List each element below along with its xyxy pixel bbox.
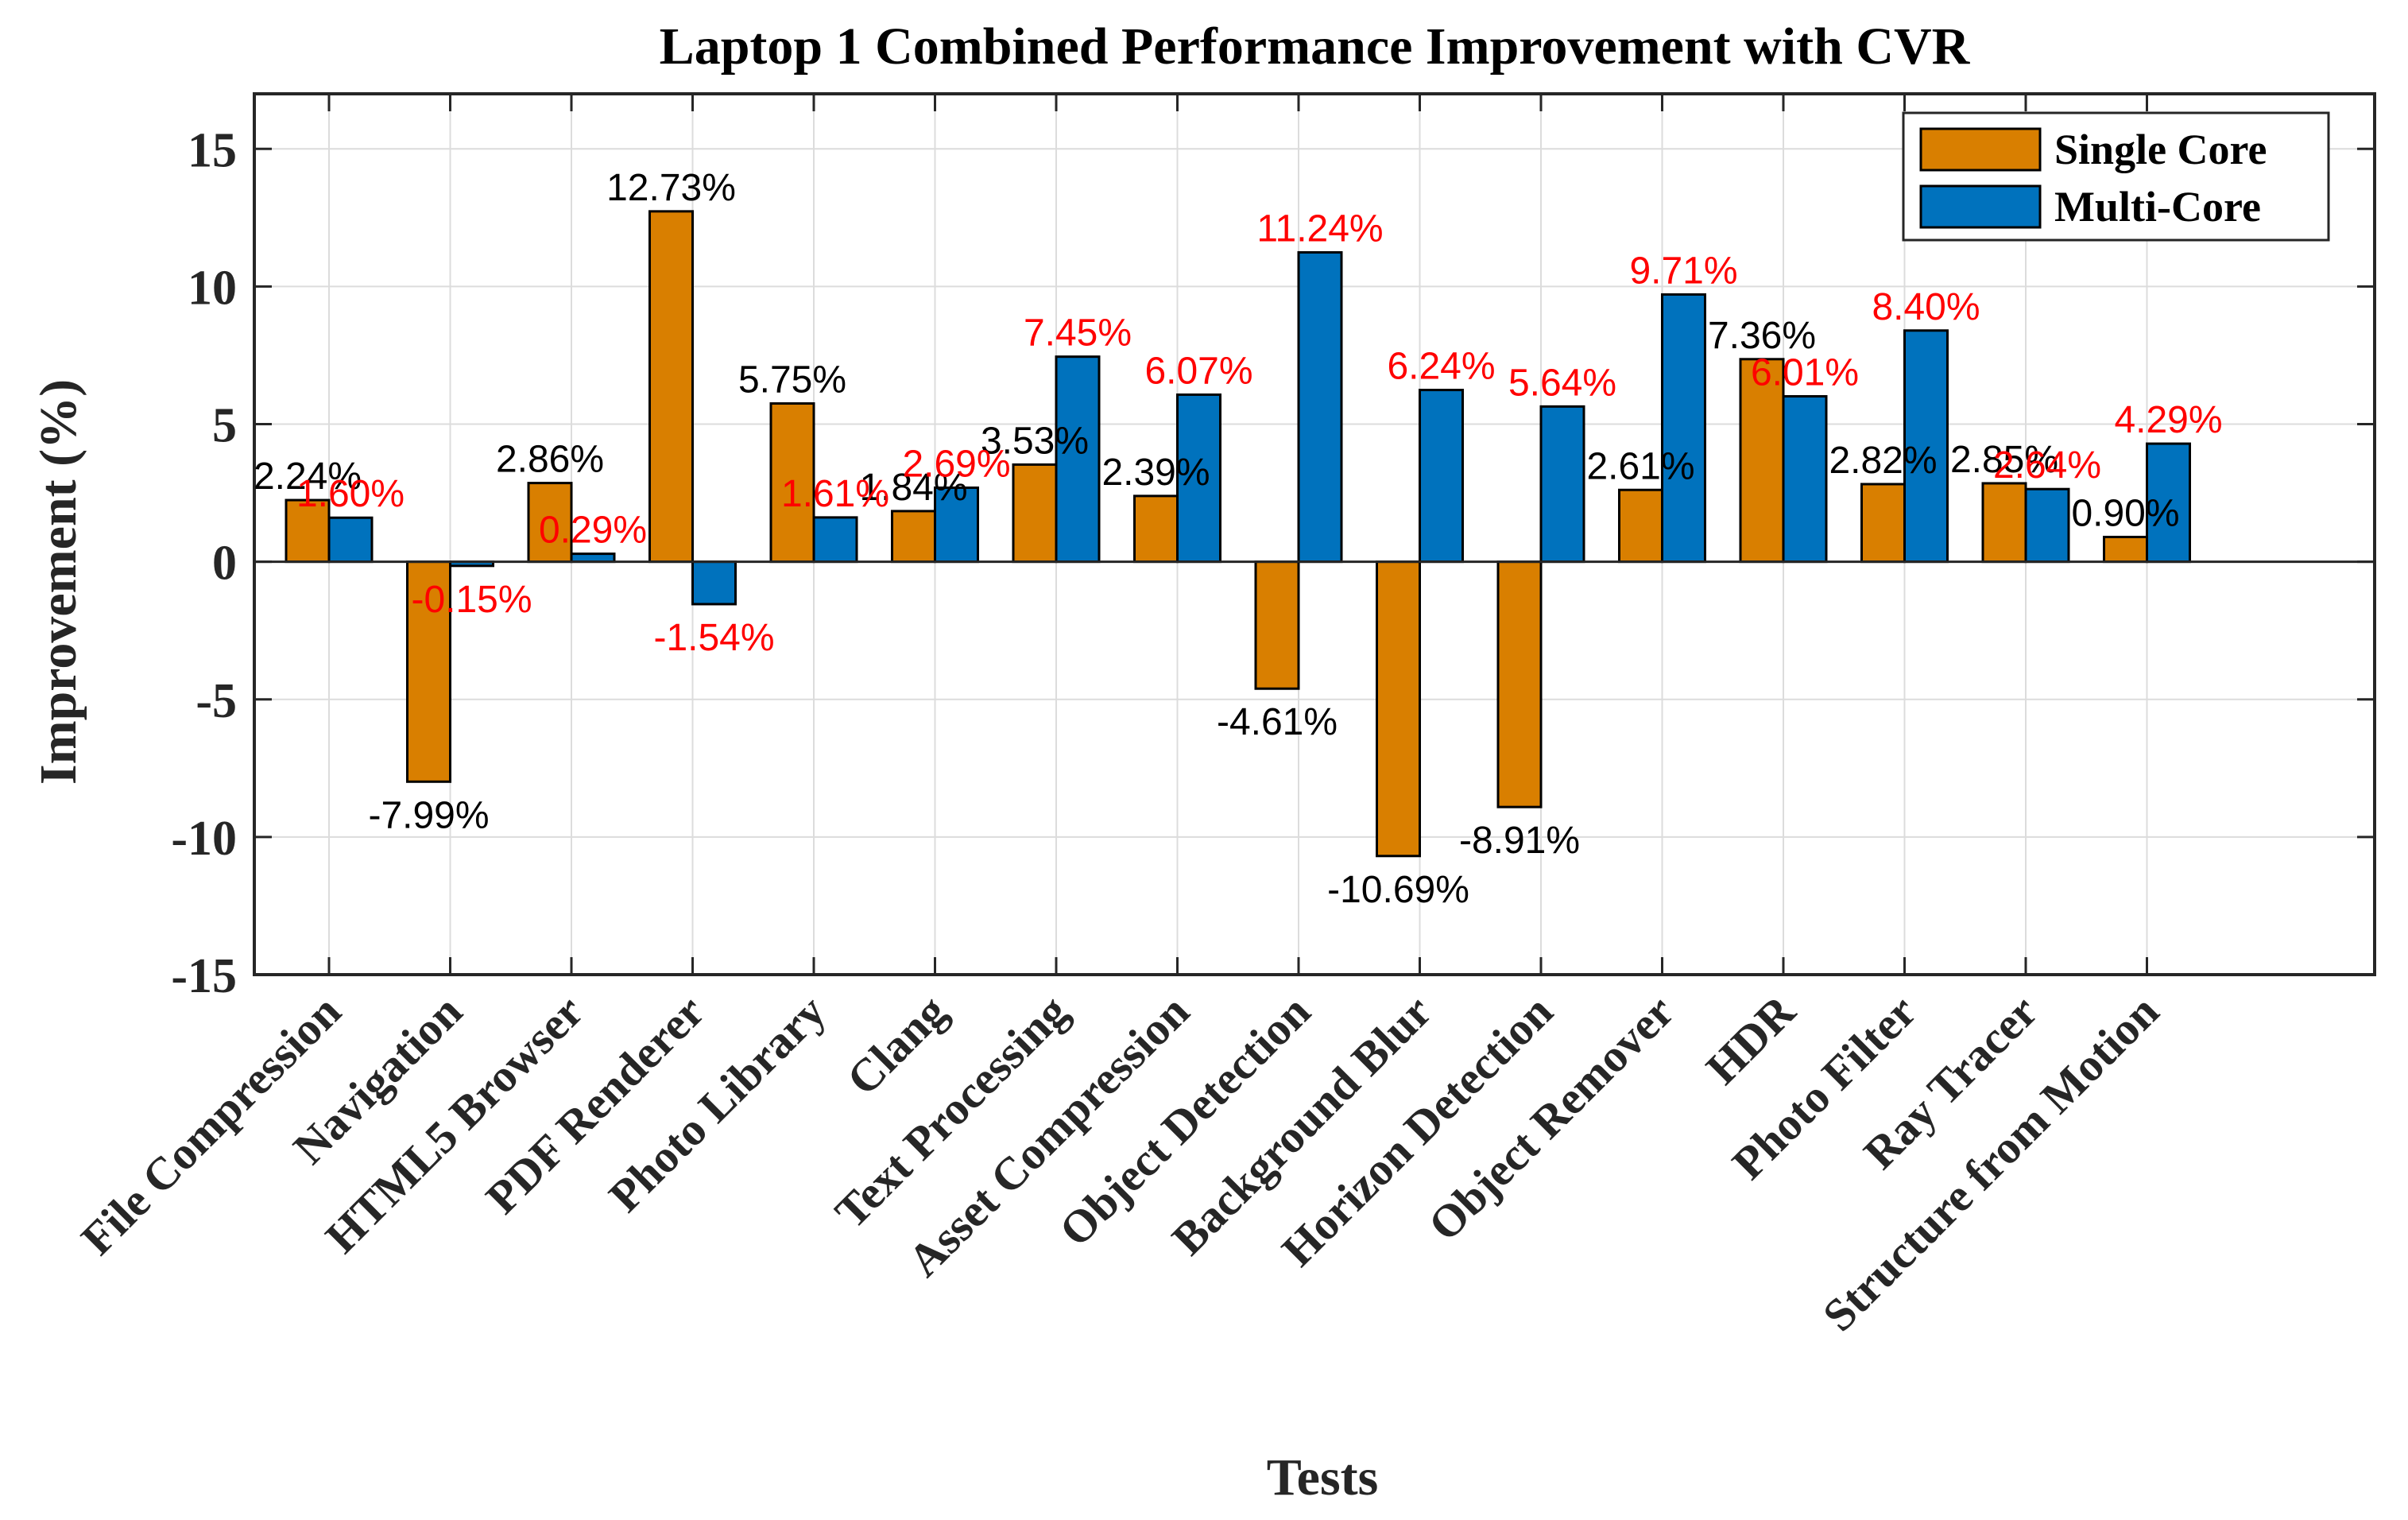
data-label: 7.36% (1708, 315, 1816, 357)
y-tick-label: -5 (196, 674, 237, 728)
bar-single-core (1376, 560, 1421, 858)
data-label: 5.64% (1508, 362, 1616, 404)
data-label: -7.99% (368, 794, 489, 836)
bar-single-core (1254, 560, 1300, 690)
y-tick-label: -15 (171, 949, 237, 1003)
data-label: -10.69% (1327, 869, 1469, 911)
data-label: 1.61% (781, 473, 889, 515)
bar-single-core (891, 510, 936, 564)
bar-multi-core (1055, 355, 1101, 564)
bar-multi-core (812, 516, 858, 564)
y-tick-label: 5 (212, 399, 237, 453)
data-label: 2.86% (496, 439, 604, 481)
data-label: 0.29% (539, 510, 647, 552)
data-label: 1.84% (859, 467, 967, 509)
y-tick-label: 0 (212, 537, 237, 591)
bar-multi-core (2146, 442, 2191, 564)
data-label: 7.45% (1024, 312, 1132, 355)
bar-single-core (1618, 488, 1663, 564)
bar-multi-core (1297, 250, 1343, 564)
data-label: 6.01% (1751, 352, 1859, 394)
y-tick-label: 15 (188, 123, 237, 177)
bar-multi-core (2024, 487, 2070, 564)
bar-multi-core (327, 516, 374, 564)
y-axis-label: Improvement (%) (29, 379, 87, 785)
data-label: -0.15% (411, 579, 532, 621)
data-label: 9.71% (1629, 250, 1737, 292)
bar-single-core (1012, 463, 1058, 564)
legend-label: Single Core (2054, 126, 2267, 173)
bar-multi-core (1419, 389, 1464, 564)
data-label: -4.61% (1217, 701, 1338, 743)
legend-swatch (1919, 184, 2042, 229)
bar-single-core (769, 402, 815, 564)
data-label: 12.73% (606, 167, 736, 209)
data-label: 2.24% (254, 456, 362, 498)
data-label: 6.07% (1144, 350, 1252, 392)
bar-multi-core (1176, 393, 1221, 564)
data-label: -1.54% (653, 617, 774, 659)
bar-multi-core (1539, 405, 1585, 564)
bar-single-core (648, 210, 694, 564)
bar-single-core (406, 560, 451, 783)
bar-single-core (1133, 494, 1179, 564)
data-label: 2.82% (1829, 440, 1937, 482)
bar-multi-core (1903, 329, 1949, 564)
data-label: 2.69% (902, 443, 1010, 485)
chart-title: Laptop 1 Combined Performance Improvemen… (660, 17, 1971, 76)
bar-multi-core (691, 560, 737, 606)
data-label: 6.24% (1387, 346, 1495, 388)
bar-multi-core (1661, 293, 1706, 564)
data-label: 2.64% (1993, 444, 2101, 487)
data-label: 3.53% (981, 420, 1089, 462)
data-label: 2.61% (1586, 445, 1694, 487)
data-label: -8.91% (1459, 820, 1580, 862)
bar-single-core (1860, 483, 1906, 564)
x-axis-label: Tests (1267, 1448, 1379, 1506)
y-tick-label: -10 (171, 812, 237, 866)
data-label: 5.75% (738, 359, 846, 401)
legend-label: Multi-Core (2054, 183, 2261, 231)
y-tick-label: 10 (188, 261, 237, 315)
data-label: 8.40% (1872, 286, 1980, 328)
bar-single-core (2103, 535, 2148, 564)
data-label: 1.60% (296, 473, 405, 515)
bar-single-core (1981, 482, 2027, 564)
bar-single-core (1496, 560, 1543, 808)
data-label: 2.39% (1101, 452, 1210, 494)
data-label: 11.24% (1256, 207, 1383, 250)
plot-frame (253, 92, 2376, 976)
legend-swatch (1919, 127, 2042, 172)
bar-multi-core (570, 553, 616, 564)
bar-multi-core (1782, 395, 1828, 564)
data-label: 4.29% (2114, 399, 2222, 441)
data-label: 2.85% (1950, 439, 2058, 481)
data-label: 0.90% (2071, 492, 2179, 534)
